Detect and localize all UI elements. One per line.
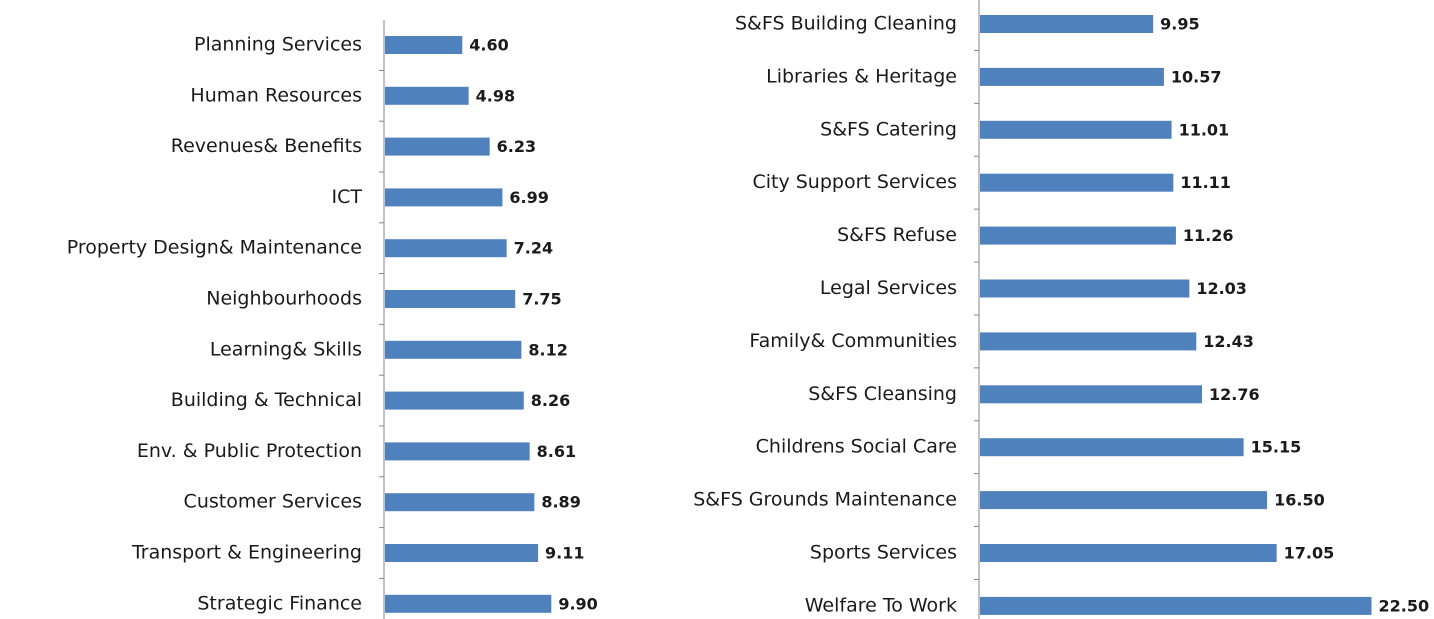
- category-label: Building & Technical: [171, 389, 362, 411]
- category-label: Family& Communities: [749, 330, 957, 352]
- category-label: Libraries & Heritage: [766, 65, 957, 87]
- category-label: Customer Services: [184, 491, 362, 513]
- category-label: Neighbourhoods: [206, 288, 362, 310]
- value-label: 11.26: [1183, 226, 1234, 245]
- value-label: 10.57: [1171, 67, 1222, 86]
- category-label: Transport & Engineering: [131, 542, 362, 564]
- bar: [980, 173, 1174, 192]
- bar: [385, 290, 516, 308]
- value-label: 8.89: [541, 493, 580, 512]
- value-label: 12.76: [1209, 385, 1260, 404]
- category-label: S&FS Cleansing: [808, 383, 957, 405]
- category-label: Sports Services: [810, 542, 957, 564]
- bar: [980, 120, 1172, 139]
- bar: [385, 391, 524, 410]
- category-label: Learning& Skills: [210, 338, 362, 360]
- bar: [385, 340, 522, 359]
- category-label: City Support Services: [752, 171, 957, 193]
- value-label: 11.01: [1179, 120, 1230, 139]
- value-label: 6.23: [497, 137, 536, 156]
- bar: [385, 544, 539, 562]
- bar: [385, 86, 469, 105]
- value-label: 9.90: [558, 594, 597, 613]
- value-label: 6.99: [509, 188, 548, 207]
- bar: [980, 385, 1203, 404]
- bar: [385, 594, 552, 613]
- value-label: 17.05: [1284, 544, 1335, 563]
- category-label: Planning Services: [194, 34, 362, 56]
- value-label: 16.50: [1274, 491, 1325, 510]
- category-label: Revenues& Benefits: [171, 135, 362, 157]
- value-label: 11.11: [1180, 173, 1231, 192]
- value-label: 4.60: [469, 36, 508, 55]
- value-label: 12.03: [1196, 279, 1247, 298]
- bar: [385, 36, 463, 54]
- bar: [980, 491, 1268, 510]
- category-label: Welfare To Work: [805, 594, 957, 616]
- bar: [385, 188, 503, 207]
- value-label: 9.95: [1160, 15, 1199, 34]
- value-label: 8.12: [528, 340, 567, 359]
- bar: [980, 544, 1277, 562]
- bar: [980, 596, 1372, 615]
- value-label: 15.15: [1251, 438, 1302, 457]
- category-label: Legal Services: [820, 277, 957, 299]
- value-label: 22.50: [1379, 596, 1430, 615]
- bar: [980, 15, 1154, 33]
- category-label: Childrens Social Care: [756, 436, 957, 458]
- category-label: Property Design& Maintenance: [67, 237, 362, 259]
- value-label: 8.61: [537, 442, 576, 461]
- category-label: Strategic Finance: [197, 592, 362, 614]
- bar: [980, 279, 1190, 298]
- value-label: 9.11: [545, 544, 584, 563]
- bar: [980, 67, 1164, 86]
- category-label: S&FS Building Cleaning: [735, 13, 957, 35]
- bar: [385, 239, 507, 258]
- bar: [980, 226, 1176, 245]
- category-label: Env. & Public Protection: [137, 440, 362, 462]
- category-label: S&FS Catering: [820, 118, 957, 140]
- bar: [385, 493, 535, 512]
- bar: [385, 442, 530, 461]
- bar: [980, 438, 1244, 457]
- value-label: 4.98: [476, 86, 515, 105]
- category-label: Human Resources: [190, 84, 362, 106]
- value-label: 7.75: [522, 290, 561, 309]
- category-label: S&FS Refuse: [837, 224, 957, 246]
- category-label: ICT: [332, 186, 363, 208]
- bar: [980, 332, 1197, 351]
- bar: [385, 137, 490, 156]
- value-label: 8.26: [531, 391, 570, 410]
- value-label: 7.24: [514, 239, 553, 258]
- value-label: 12.43: [1203, 332, 1254, 351]
- category-label: S&FS Grounds Maintenance: [693, 489, 957, 511]
